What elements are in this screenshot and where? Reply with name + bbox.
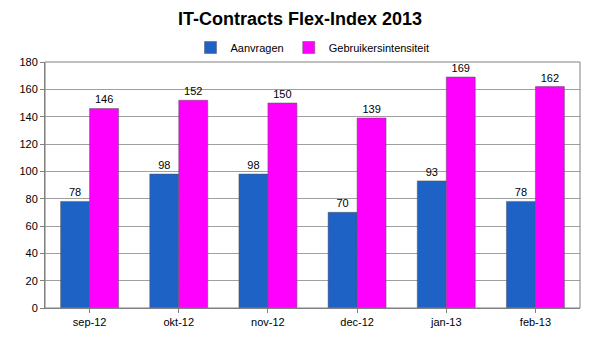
svg-text:78: 78 — [69, 186, 81, 198]
svg-text:60: 60 — [26, 220, 38, 232]
svg-text:80: 80 — [26, 193, 38, 205]
svg-text:feb-13: feb-13 — [520, 316, 551, 328]
svg-text:146: 146 — [95, 93, 113, 105]
svg-text:98: 98 — [158, 159, 170, 171]
svg-text:jan-13: jan-13 — [430, 316, 462, 328]
svg-text:okt-12: okt-12 — [163, 316, 194, 328]
svg-text:150: 150 — [273, 88, 291, 100]
svg-text:120: 120 — [19, 138, 37, 150]
svg-text:Aanvragen: Aanvragen — [231, 42, 284, 54]
svg-text:0: 0 — [32, 302, 38, 314]
svg-text:162: 162 — [541, 72, 559, 84]
svg-text:70: 70 — [336, 197, 348, 209]
svg-text:nov-12: nov-12 — [251, 316, 285, 328]
svg-text:140: 140 — [19, 111, 37, 123]
svg-text:IT-Contracts Flex-Index 2013: IT-Contracts Flex-Index 2013 — [178, 9, 422, 29]
svg-text:169: 169 — [452, 62, 470, 74]
svg-text:78: 78 — [515, 186, 527, 198]
svg-text:139: 139 — [362, 103, 380, 115]
svg-text:100: 100 — [19, 165, 37, 177]
svg-text:152: 152 — [184, 85, 202, 97]
svg-text:93: 93 — [426, 166, 438, 178]
svg-text:180: 180 — [19, 56, 37, 68]
svg-text:sep-12: sep-12 — [73, 316, 107, 328]
svg-text:40: 40 — [26, 247, 38, 259]
svg-text:20: 20 — [26, 275, 38, 287]
svg-text:98: 98 — [247, 159, 259, 171]
svg-text:Gebruikersintensiteit: Gebruikersintensiteit — [329, 42, 429, 54]
svg-text:160: 160 — [19, 83, 37, 95]
svg-text:dec-12: dec-12 — [340, 316, 374, 328]
